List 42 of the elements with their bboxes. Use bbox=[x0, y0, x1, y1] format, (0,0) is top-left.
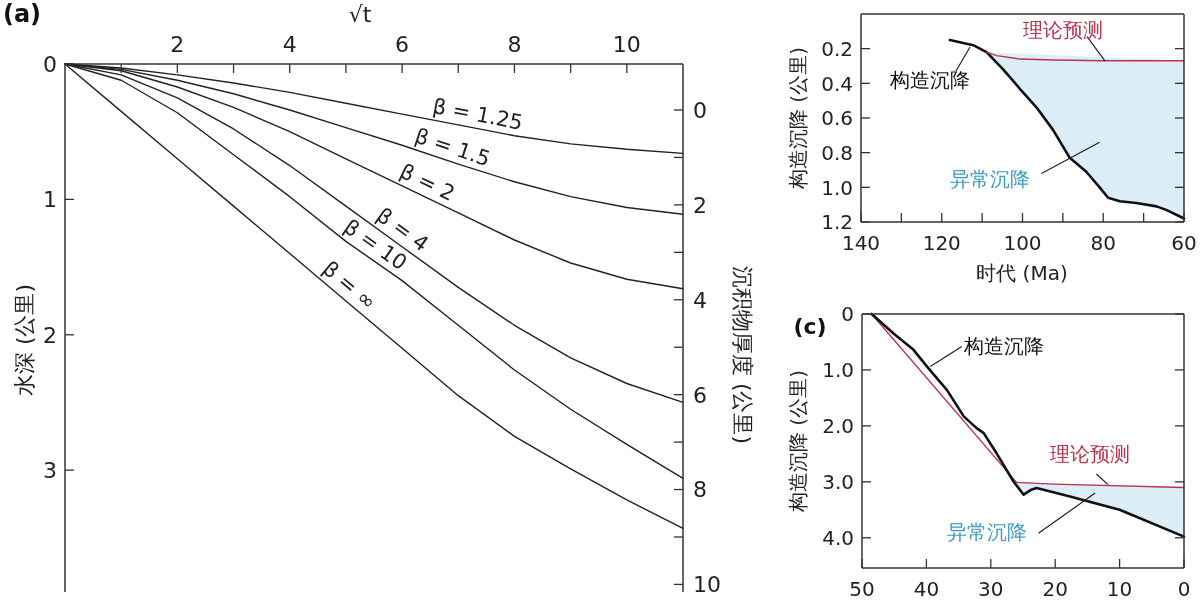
x-tick-label: 8 bbox=[507, 32, 522, 57]
y-tick-label: 2.0 bbox=[822, 414, 854, 439]
y-tick-label: 3.0 bbox=[822, 470, 854, 495]
y-tick-label: 0.8 bbox=[821, 140, 853, 165]
y-tick-label: 0 bbox=[43, 51, 57, 77]
y-tick-label: 0.4 bbox=[821, 71, 853, 96]
x-tick-label: 4 bbox=[282, 32, 297, 57]
x-tick-label: 2 bbox=[170, 32, 185, 57]
y-axis-title: 构造沉降 (公里) bbox=[786, 47, 810, 190]
y2-tick-label: 4 bbox=[693, 287, 707, 313]
y-axis-title: 构造沉降 (公里) bbox=[786, 370, 810, 513]
y-tick-label: 1.0 bbox=[821, 175, 853, 200]
y-tick-label: 0 bbox=[841, 302, 854, 327]
y-tick-label: 4.0 bbox=[822, 525, 854, 550]
x-tick-label: 10 bbox=[1106, 577, 1133, 600]
y-tick-label: 0.2 bbox=[821, 36, 853, 61]
y-tick-label: 1.0 bbox=[822, 358, 854, 383]
y-tick-label: 1 bbox=[43, 187, 57, 213]
y2-axis-title: 沉积物厚度 (公里) bbox=[729, 265, 755, 445]
text: (c) bbox=[793, 313, 827, 339]
x-tick-label: 30 bbox=[978, 577, 1004, 600]
x-axis-title: √t bbox=[348, 2, 372, 27]
y-tick-label: 3 bbox=[43, 458, 57, 484]
y-tick-label: 2 bbox=[43, 322, 57, 348]
x-tick-label: 0 bbox=[1177, 577, 1191, 600]
x-tick-label: 60 bbox=[1171, 231, 1197, 255]
y-axis-title: 水深 (公里) bbox=[11, 283, 37, 397]
y2-tick-label: 8 bbox=[693, 477, 707, 503]
x-tick-label: 6 bbox=[395, 32, 410, 57]
x-tick-label: 20 bbox=[1042, 577, 1068, 600]
y-tick-label: 0.6 bbox=[821, 106, 853, 131]
x-tick-label: 100 bbox=[1003, 231, 1042, 255]
y2-tick-label: 2 bbox=[693, 192, 707, 218]
x-axis-title: 时代 (Ma) bbox=[976, 261, 1068, 285]
x-tick-label: 50 bbox=[849, 577, 875, 600]
y2-tick-label: 0 bbox=[693, 97, 707, 123]
x-tick-label: 120 bbox=[922, 231, 961, 255]
x-tick-label: 80 bbox=[1090, 231, 1116, 255]
y2-tick-label: 6 bbox=[693, 382, 707, 408]
text: (a) bbox=[2, 0, 42, 28]
x-tick-label: 40 bbox=[913, 577, 940, 600]
x-tick-label: 10 bbox=[612, 32, 641, 57]
